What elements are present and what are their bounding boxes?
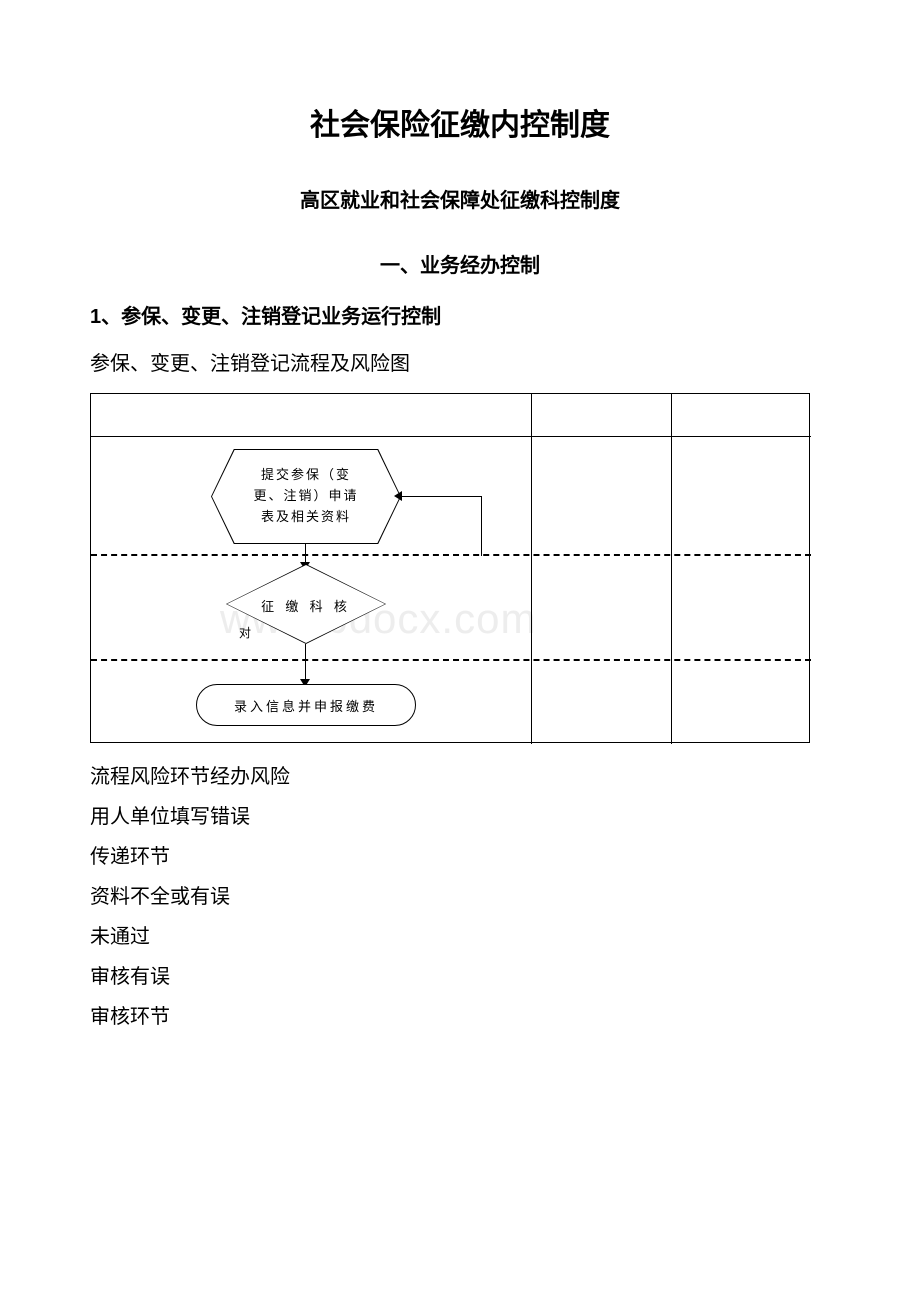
document-title: 社会保险征缴内控制度: [90, 100, 830, 144]
document-content: 社会保险征缴内控制度 高区就业和社会保障处征缴科控制度 一、业务经办控制 1、参…: [90, 100, 830, 1037]
risk-line-2: 用人单位填写错误: [90, 797, 830, 837]
flowchart-container: 提交参保（变 更、注销）申请 表及相关资料 征 缴 科 核 对 录入信息并申报缴…: [90, 393, 810, 743]
swimlane-divider-2: [91, 659, 811, 661]
section-heading-1: 一、业务经办控制: [90, 249, 830, 278]
flow-arrow-1: [305, 544, 306, 564]
flow-feedback-v: [481, 496, 482, 556]
flow-intro-text: 参保、变更、注销登记流程及风险图: [90, 345, 830, 383]
table-header-divider: [91, 436, 811, 437]
flow-node-submit: 提交参保（变 更、注销）申请 表及相关资料: [211, 449, 401, 544]
flow-node-review-sublabel: 对: [239, 624, 251, 641]
risk-line-1: 流程风险环节经办风险: [90, 757, 830, 797]
flow-arrow-2: [305, 644, 306, 684]
table-divider-vertical-1: [531, 394, 532, 744]
document-subtitle: 高区就业和社会保障处征缴科控制度: [90, 184, 830, 213]
flow-node-input-label: 录入信息并申报缴费: [234, 696, 378, 715]
risk-line-7: 审核环节: [90, 997, 830, 1037]
risk-line-4: 资料不全或有误: [90, 877, 830, 917]
flow-feedback-arrowhead: [394, 491, 402, 501]
flow-feedback-h: [401, 496, 481, 497]
flow-node-submit-label: 提交参保（变 更、注销）申请 表及相关资料: [212, 450, 400, 543]
swimlane-divider-1: [91, 554, 811, 556]
risk-line-5: 未通过: [90, 917, 830, 957]
flow-node-input: 录入信息并申报缴费: [196, 684, 416, 726]
subsection-heading-1: 1、参保、变更、注销登记业务运行控制: [90, 300, 830, 329]
risk-line-3: 传递环节: [90, 837, 830, 877]
risk-line-6: 审核有误: [90, 957, 830, 997]
table-divider-vertical-2: [671, 394, 672, 744]
